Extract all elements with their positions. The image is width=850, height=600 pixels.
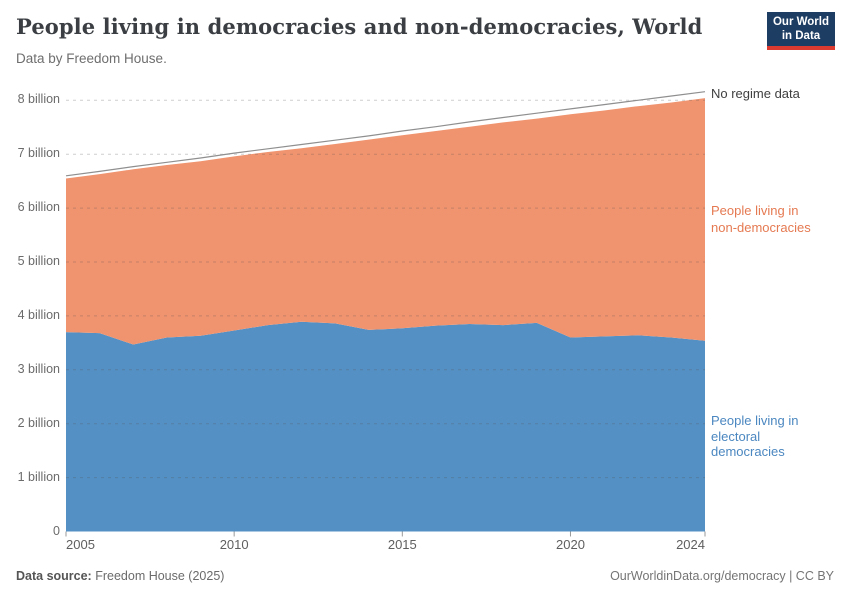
y-axis-label: 7 billion xyxy=(17,146,60,161)
page-title: People living in democracies and non-dem… xyxy=(16,14,703,39)
y-axis-label: 1 billion xyxy=(17,469,60,484)
series-label-no-regime-data: No regime data xyxy=(711,86,800,101)
y-axis-label: 6 billion xyxy=(17,200,60,215)
y-axis-label: 3 billion xyxy=(17,361,60,376)
owid-logo: Our World in Data xyxy=(767,12,835,50)
x-axis-label: 2005 xyxy=(66,537,95,552)
y-axis-label: 8 billion xyxy=(17,92,60,107)
data-source-value: Freedom House (2025) xyxy=(91,569,225,583)
y-axis-label: 5 billion xyxy=(17,254,60,268)
stack-total-line xyxy=(65,91,706,177)
license-note: OurWorldinData.org/democracy | CC BY xyxy=(610,569,834,583)
owid-logo-line1: Our World xyxy=(772,16,829,28)
series-label-electoral-democracies: People living in electoral democracies xyxy=(711,413,799,459)
x-axis-label: 2015 xyxy=(387,537,417,552)
y-axis-label: 4 billion xyxy=(17,307,60,322)
data-source-note: Data source: Freedom House (2025) xyxy=(16,569,224,583)
owid-logo-line2: in Data xyxy=(781,30,821,42)
x-axis-label: 2010 xyxy=(219,537,249,552)
x-axis-label: 2020 xyxy=(556,537,585,552)
y-axis-label: 0 xyxy=(53,523,60,538)
x-axis-label: 2024 xyxy=(676,537,705,552)
chart-subtitle: Data by Freedom House. xyxy=(16,51,167,66)
series-label-non-democracies: People living in non-democracies xyxy=(711,203,811,235)
y-axis-label: 2 billion xyxy=(17,415,60,430)
data-source-label: Data source: xyxy=(16,569,92,583)
area-electoral-democracies xyxy=(66,321,705,532)
area-non-democracies xyxy=(66,98,705,345)
